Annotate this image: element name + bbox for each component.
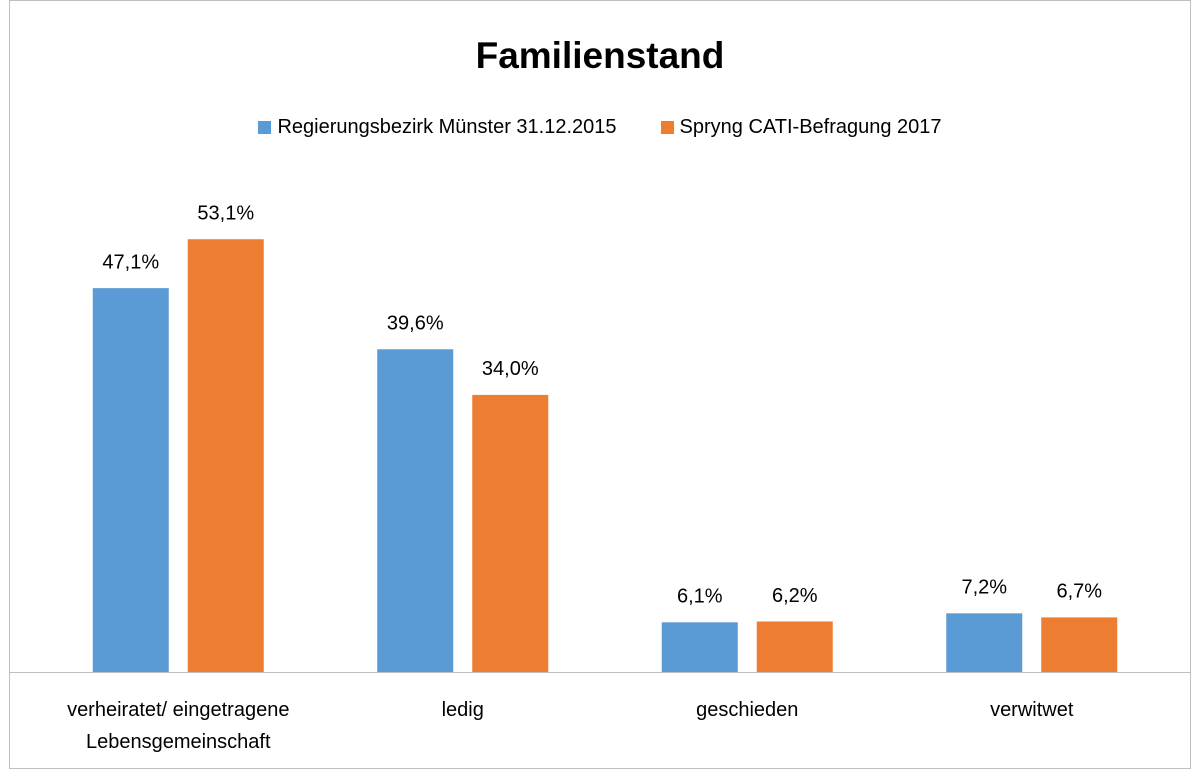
x-tick-label: ledig bbox=[441, 699, 484, 721]
legend-label: Spryng CATI-Befragung 2017 bbox=[679, 116, 942, 138]
data-label: 6,2% bbox=[772, 585, 818, 607]
legend: Regierungsbezirk Münster 31.12.2015 Spryn… bbox=[0, 116, 1200, 139]
data-label: 6,7% bbox=[1056, 581, 1102, 603]
legend-swatch bbox=[660, 121, 674, 134]
bar bbox=[472, 394, 549, 672]
legend-label: Regierungsbezirk Münster 31.12.2015 bbox=[277, 116, 617, 138]
data-label: 6,1% bbox=[677, 586, 723, 608]
legend-item: Regierungsbezirk Münster 31.12.2015 bbox=[258, 116, 617, 139]
x-tick-label: verwitwet bbox=[990, 699, 1074, 721]
x-tick-label: geschieden bbox=[696, 699, 799, 721]
data-label: 39,6% bbox=[387, 313, 444, 335]
bar bbox=[92, 288, 169, 672]
chart-title: Familienstand bbox=[476, 35, 725, 76]
bar bbox=[1041, 617, 1118, 672]
data-label: 7,2% bbox=[961, 577, 1007, 599]
legend-swatch bbox=[258, 121, 272, 134]
data-label: 53,1% bbox=[197, 203, 254, 225]
bar bbox=[377, 349, 454, 672]
bar bbox=[756, 621, 833, 672]
data-label: 34,0% bbox=[482, 358, 539, 380]
legend-item: Spryng CATI-Befragung 2017 bbox=[660, 116, 942, 139]
bar bbox=[187, 239, 264, 673]
x-tick-label: verheiratet/ eingetragene Lebensgemeinsc… bbox=[67, 699, 290, 753]
bar bbox=[946, 613, 1023, 672]
bar bbox=[661, 622, 738, 672]
data-label: 47,1% bbox=[102, 251, 159, 273]
